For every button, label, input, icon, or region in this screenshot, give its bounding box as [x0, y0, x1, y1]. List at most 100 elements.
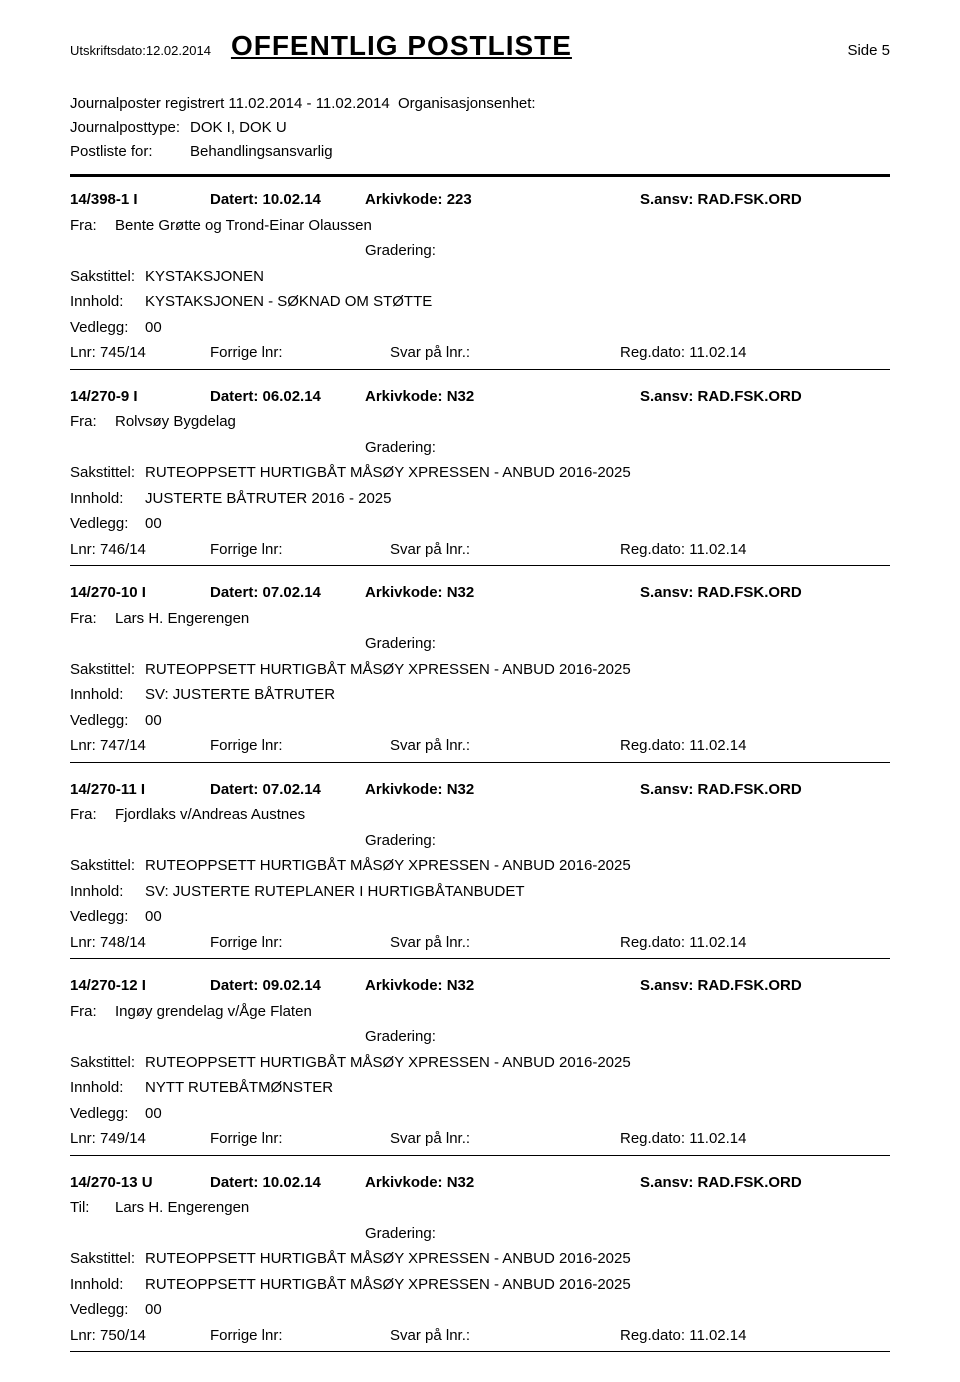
meta-orgunit-label: Organisasjonsenhet: [398, 92, 536, 116]
entry-lnr: Lnr: 745/14 [70, 342, 210, 365]
entry-ref: 14/270-9 I [70, 386, 210, 409]
entry-divider [70, 1351, 890, 1352]
entry-gradering: Gradering: [365, 633, 436, 656]
entry-ref: 14/270-11 I [70, 779, 210, 802]
page-header: Utskriftsdato:12.02.2014 OFFENTLIG POSTL… [70, 30, 890, 62]
entry-vedlegg-row: Vedlegg: 00 [70, 1103, 890, 1126]
entry-lnr: Lnr: 749/14 [70, 1128, 210, 1151]
entry-gradering-row: Gradering: [70, 830, 890, 853]
entry-sakstittel-row: Sakstittel: KYSTAKSJONEN [70, 266, 890, 289]
entry-vedlegg-label: Vedlegg: [70, 1103, 145, 1126]
entry-party-row: Fra: Fjordlaks v/Andreas Austnes [70, 804, 890, 827]
entry-sakstittel-label: Sakstittel: [70, 1248, 145, 1271]
print-date-label: Utskriftsdato: [70, 43, 146, 58]
entry-party-value: Lars H. Engerengen [115, 608, 249, 631]
entry-sakstittel-row: Sakstittel: RUTEOPPSETT HURTIGBÅT MÅSØY … [70, 1052, 890, 1075]
entry-innhold-row: Innhold: RUTEOPPSETT HURTIGBÅT MÅSØY XPR… [70, 1274, 890, 1297]
entry-arkivkode: Arkivkode: N32 [365, 582, 640, 605]
entry-divider [70, 565, 890, 566]
journal-entry: 14/270-10 I Datert: 07.02.14 Arkivkode: … [70, 582, 890, 763]
entry-regdato: Reg.dato: 11.02.14 [620, 342, 890, 365]
entry-divider [70, 762, 890, 763]
entry-arkivkode: Arkivkode: N32 [365, 779, 640, 802]
entry-lnr: Lnr: 746/14 [70, 539, 210, 562]
entry-ref: 14/270-10 I [70, 582, 210, 605]
entry-datert: Datert: 07.02.14 [210, 582, 365, 605]
entry-sansv: S.ansv: RAD.FSK.ORD [640, 189, 890, 212]
entry-lnr: Lnr: 748/14 [70, 932, 210, 955]
entry-gradering-row: Gradering: [70, 1026, 890, 1049]
entry-party-value: Fjordlaks v/Andreas Austnes [115, 804, 305, 827]
entry-sakstittel-value: RUTEOPPSETT HURTIGBÅT MÅSØY XPRESSEN - A… [145, 1052, 631, 1075]
page-number: Side 5 [847, 42, 890, 59]
entry-party-value: Rolvsøy Bygdelag [115, 411, 236, 434]
entry-gradering-row: Gradering: [70, 633, 890, 656]
meta-type-label: Journalposttype: [70, 116, 190, 140]
entry-sansv: S.ansv: RAD.FSK.ORD [640, 779, 890, 802]
entry-sansv: S.ansv: RAD.FSK.ORD [640, 975, 890, 998]
entry-innhold-label: Innhold: [70, 684, 145, 707]
entry-vedlegg-row: Vedlegg: 00 [70, 513, 890, 536]
entry-arkivkode: Arkivkode: N32 [365, 386, 640, 409]
entry-sakstittel-value: RUTEOPPSETT HURTIGBÅT MÅSØY XPRESSEN - A… [145, 462, 631, 485]
entry-innhold-value: NYTT RUTEBÅTMØNSTER [145, 1077, 333, 1100]
entry-svar-pa-lnr: Svar på lnr.: [390, 342, 620, 365]
entry-arkivkode: Arkivkode: 223 [365, 189, 640, 212]
entry-gradering: Gradering: [365, 240, 436, 263]
meta-for-line: Postliste for: Behandlingsansvarlig [70, 140, 890, 164]
entry-header-row: 14/270-13 U Datert: 10.02.14 Arkivkode: … [70, 1172, 890, 1195]
entry-divider [70, 369, 890, 370]
header-divider [70, 174, 890, 177]
entry-header-row: 14/398-1 I Datert: 10.02.14 Arkivkode: 2… [70, 189, 890, 212]
entry-sakstittel-label: Sakstittel: [70, 659, 145, 682]
entry-footer-row: Lnr: 749/14 Forrige lnr: Svar på lnr.: R… [70, 1128, 890, 1155]
entry-lnr: Lnr: 750/14 [70, 1325, 210, 1348]
meta-type-value: DOK I, DOK U [190, 116, 287, 140]
entry-footer-row: Lnr: 745/14 Forrige lnr: Svar på lnr.: R… [70, 342, 890, 369]
entry-party-value: Lars H. Engerengen [115, 1197, 249, 1220]
entry-innhold-value: RUTEOPPSETT HURTIGBÅT MÅSØY XPRESSEN - A… [145, 1274, 631, 1297]
journal-entry: 14/398-1 I Datert: 10.02.14 Arkivkode: 2… [70, 189, 890, 370]
entry-sakstittel-label: Sakstittel: [70, 266, 145, 289]
entry-innhold-value: KYSTAKSJONEN - SØKNAD OM STØTTE [145, 291, 432, 314]
entry-vedlegg-value: 00 [145, 317, 162, 340]
entry-ref: 14/270-12 I [70, 975, 210, 998]
entry-vedlegg-value: 00 [145, 1299, 162, 1322]
entry-regdato: Reg.dato: 11.02.14 [620, 1128, 890, 1151]
meta-registered-range: 11.02.2014 - 11.02.2014 [228, 92, 389, 116]
entry-vedlegg-label: Vedlegg: [70, 513, 145, 536]
journal-entry: 14/270-13 U Datert: 10.02.14 Arkivkode: … [70, 1172, 890, 1353]
entry-innhold-row: Innhold: SV: JUSTERTE RUTEPLANER I HURTI… [70, 881, 890, 904]
entry-vedlegg-label: Vedlegg: [70, 906, 145, 929]
meta-for-value: Behandlingsansvarlig [190, 140, 333, 164]
entry-sakstittel-row: Sakstittel: RUTEOPPSETT HURTIGBÅT MÅSØY … [70, 659, 890, 682]
entry-sakstittel-value: RUTEOPPSETT HURTIGBÅT MÅSØY XPRESSEN - A… [145, 1248, 631, 1271]
entry-innhold-row: Innhold: SV: JUSTERTE BÅTRUTER [70, 684, 890, 707]
meta-registered-label: Journalposter registrert [70, 92, 224, 116]
entry-innhold-value: SV: JUSTERTE RUTEPLANER I HURTIGBÅTANBUD… [145, 881, 525, 904]
entry-gradering-row: Gradering: [70, 240, 890, 263]
entry-regdato: Reg.dato: 11.02.14 [620, 735, 890, 758]
entry-arkivkode: Arkivkode: N32 [365, 1172, 640, 1195]
entry-innhold-label: Innhold: [70, 488, 145, 511]
entry-innhold-row: Innhold: JUSTERTE BÅTRUTER 2016 - 2025 [70, 488, 890, 511]
entry-header-row: 14/270-10 I Datert: 07.02.14 Arkivkode: … [70, 582, 890, 605]
entry-lnr: Lnr: 747/14 [70, 735, 210, 758]
entry-footer-row: Lnr: 750/14 Forrige lnr: Svar på lnr.: R… [70, 1325, 890, 1352]
entry-sakstittel-value: KYSTAKSJONEN [145, 266, 264, 289]
entry-vedlegg-label: Vedlegg: [70, 317, 145, 340]
entry-party-row: Fra: Rolvsøy Bygdelag [70, 411, 890, 434]
entry-party-label: Fra: [70, 215, 115, 238]
entry-vedlegg-row: Vedlegg: 00 [70, 906, 890, 929]
entry-party-label: Fra: [70, 1001, 115, 1024]
print-date: Utskriftsdato:12.02.2014 [70, 43, 211, 58]
entry-sakstittel-row: Sakstittel: RUTEOPPSETT HURTIGBÅT MÅSØY … [70, 462, 890, 485]
entry-gradering: Gradering: [365, 830, 436, 853]
entry-gradering: Gradering: [365, 1223, 436, 1246]
journal-entry: 14/270-9 I Datert: 06.02.14 Arkivkode: N… [70, 386, 890, 567]
entry-forrige-lnr: Forrige lnr: [210, 1128, 390, 1151]
entry-sakstittel-row: Sakstittel: RUTEOPPSETT HURTIGBÅT MÅSØY … [70, 1248, 890, 1271]
entry-sansv: S.ansv: RAD.FSK.ORD [640, 582, 890, 605]
entry-party-label: Fra: [70, 411, 115, 434]
journal-entry: 14/270-11 I Datert: 07.02.14 Arkivkode: … [70, 779, 890, 960]
